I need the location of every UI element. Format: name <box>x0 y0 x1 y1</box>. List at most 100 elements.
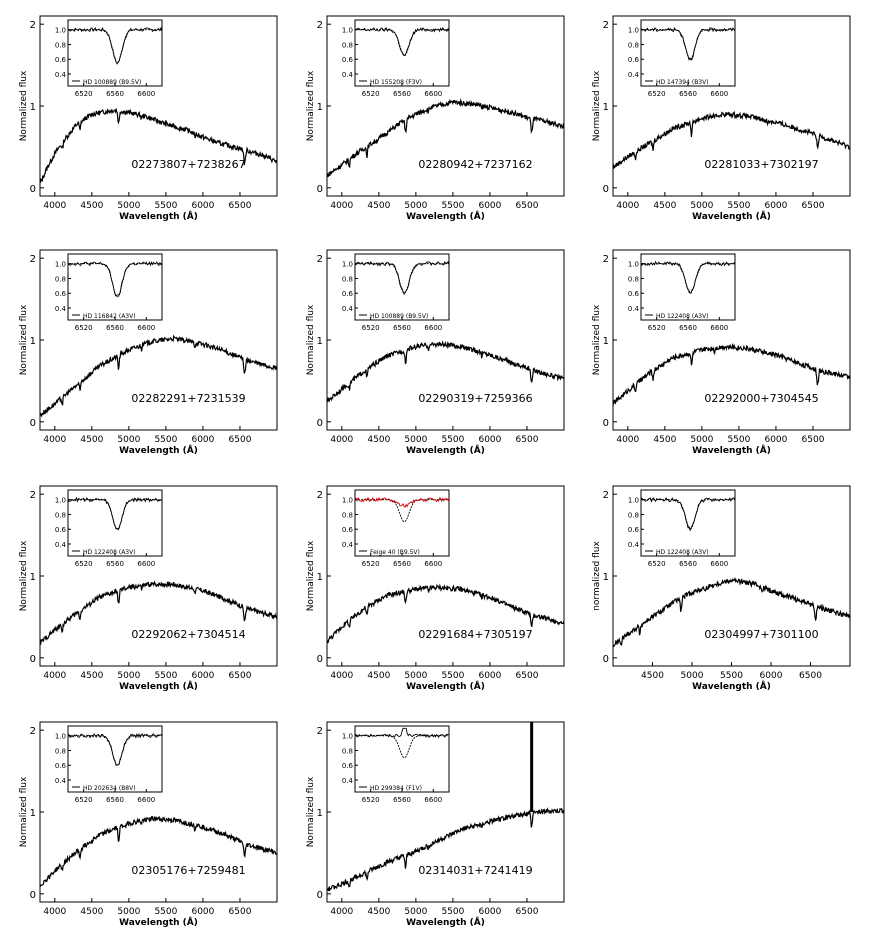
inset-x-tick-label: 6520 <box>75 324 93 332</box>
inset-legend-label: HD 122408 (A3V) <box>656 549 709 556</box>
inset-x-tick-label: 6520 <box>362 324 380 332</box>
spectrum-panel: 0 1 2 4000 4500 5000 5500 6000 6500 Wavelength (Å… <box>19 721 278 928</box>
inset-observed-profile <box>354 727 450 739</box>
inset-y-tick-label: 0.8 <box>55 747 66 755</box>
x-tick-label: 4500 <box>80 435 103 445</box>
inset-x-tick-label: 6600 <box>424 324 442 332</box>
spectrum-line <box>326 340 565 403</box>
inset-legend-label: HD 122408 (A3V) <box>656 313 709 320</box>
inset-y-tick-label: 0.8 <box>342 747 353 755</box>
x-tick-label: 5500 <box>154 201 177 211</box>
inset-x-tick-label: 6560 <box>393 90 411 98</box>
object-id-label: 02281033+7302197 <box>704 158 818 171</box>
y-tick-label: 1 <box>30 808 36 819</box>
inset-y-tick-label: 1.0 <box>342 497 353 505</box>
inset-x-tick-label: 6600 <box>137 90 155 98</box>
y-tick-label: 1 <box>603 102 609 113</box>
y-tick-label: 2 <box>603 20 609 31</box>
y-tick-label: 0 <box>317 890 323 901</box>
x-tick-label: 4500 <box>80 201 103 211</box>
object-id-label: 02292000+7304545 <box>704 392 818 405</box>
y-axis-label: Normalized flux <box>592 304 602 375</box>
object-id-label: 02304997+7301100 <box>704 628 818 641</box>
spectrum-panel: 0 1 2 4500 5000 5500 6000 6500 Wavelength (Å) nor… <box>592 485 851 692</box>
inset-frame <box>354 19 450 87</box>
x-tick-label: 6000 <box>764 435 787 445</box>
inset-x-tick-label: 6520 <box>648 90 666 98</box>
halpha-inset: 0.4 0.6 0.8 1.0 6520 6560 6600 HD 100889 (B9.5V… <box>55 19 163 98</box>
x-tick-label: 6000 <box>478 907 501 917</box>
inset-observed-profile <box>640 497 736 532</box>
inset-legend-label: HD 100889 (B9.5V) <box>83 79 141 86</box>
inset-y-tick-label: 0.4 <box>55 541 67 549</box>
y-axis-label: Normalized flux <box>19 70 29 141</box>
x-tick-label: 4500 <box>367 671 390 681</box>
spectrum-line <box>612 576 851 648</box>
inset-x-tick-label: 6600 <box>424 560 442 568</box>
x-tick-label: 5000 <box>117 907 140 917</box>
y-tick-label: 0 <box>30 654 36 665</box>
object-id-label: 02292062+7304514 <box>131 628 245 641</box>
x-tick-label: 5500 <box>441 671 464 681</box>
inset-y-tick-label: 0.4 <box>342 305 354 313</box>
spectrum-line <box>39 107 278 184</box>
spectrum-panel: 0 1 2 4000 4500 5000 5500 6000 6500 Wavelength (Å… <box>306 249 565 456</box>
inset-y-tick-label: 1.0 <box>628 497 639 505</box>
y-axis-label: Normalized flux <box>592 70 602 141</box>
x-tick-label: 5000 <box>690 435 713 445</box>
inset-observed-profile <box>67 26 163 65</box>
inset-legend-label: HD 100889 (B9.5V) <box>370 313 428 320</box>
x-tick-label: 5500 <box>441 201 464 211</box>
inset-observed-profile <box>67 732 163 766</box>
x-tick-label: 5500 <box>727 435 750 445</box>
y-tick-label: 0 <box>603 654 609 665</box>
x-tick-label: 6000 <box>478 435 501 445</box>
y-tick-label: 1 <box>30 572 36 583</box>
inset-frame <box>67 489 163 557</box>
y-tick-label: 0 <box>603 184 609 195</box>
inset-x-tick-label: 6520 <box>75 796 93 804</box>
inset-y-tick-label: 0.8 <box>342 41 353 49</box>
inset-x-tick-label: 6600 <box>137 560 155 568</box>
inset-x-tick-label: 6600 <box>424 90 442 98</box>
x-tick-label: 4500 <box>80 671 103 681</box>
inset-template-profile <box>355 735 449 759</box>
x-tick-label: 6000 <box>191 671 214 681</box>
inset-observed-profile <box>67 496 163 531</box>
y-tick-label: 1 <box>317 102 323 113</box>
spectrum-line <box>326 806 565 892</box>
x-tick-label: 6500 <box>802 201 825 211</box>
y-axis-label: Normalized flux <box>306 304 316 375</box>
y-axis-label: Normalized flux <box>19 540 29 611</box>
inset-x-tick-label: 6560 <box>106 90 124 98</box>
x-tick-label: 4500 <box>641 671 664 681</box>
inset-x-tick-label: 6520 <box>362 796 380 804</box>
inset-legend-label: HD 155208 (F3V) <box>370 79 422 86</box>
spectrum-panel: 0 1 2 4000 4500 5000 5500 6000 6500 Wavelength (Å… <box>19 249 278 456</box>
x-tick-label: 5000 <box>117 435 140 445</box>
inset-legend-label: Feige 40 (B9.5V) <box>370 549 420 556</box>
spectrum-panel: 0 1 2 4000 4500 5000 5500 6000 6500 Wavelength (Å… <box>19 15 278 222</box>
inset-x-tick-label: 6560 <box>679 560 697 568</box>
x-tick-label: 5000 <box>404 201 427 211</box>
inset-y-tick-label: 0.8 <box>342 511 353 519</box>
inset-y-tick-label: 0.4 <box>342 777 354 785</box>
inset-y-tick-label: 0.6 <box>628 56 640 64</box>
x-tick-label: 6500 <box>229 671 252 681</box>
x-tick-label: 4500 <box>367 435 390 445</box>
y-axis-label: Normalized flux <box>19 304 29 375</box>
x-axis-label: Wavelength (Å) <box>119 681 198 692</box>
x-tick-label: 5500 <box>154 435 177 445</box>
x-tick-label: 6500 <box>516 907 539 917</box>
inset-y-tick-label: 0.6 <box>55 290 67 298</box>
x-axis-label: Wavelength (Å) <box>119 211 198 222</box>
x-tick-label: 5000 <box>117 201 140 211</box>
x-tick-label: 4500 <box>367 201 390 211</box>
y-tick-label: 0 <box>317 184 323 195</box>
y-tick-label: 2 <box>603 490 609 501</box>
x-axis-label: Wavelength (Å) <box>692 445 771 456</box>
